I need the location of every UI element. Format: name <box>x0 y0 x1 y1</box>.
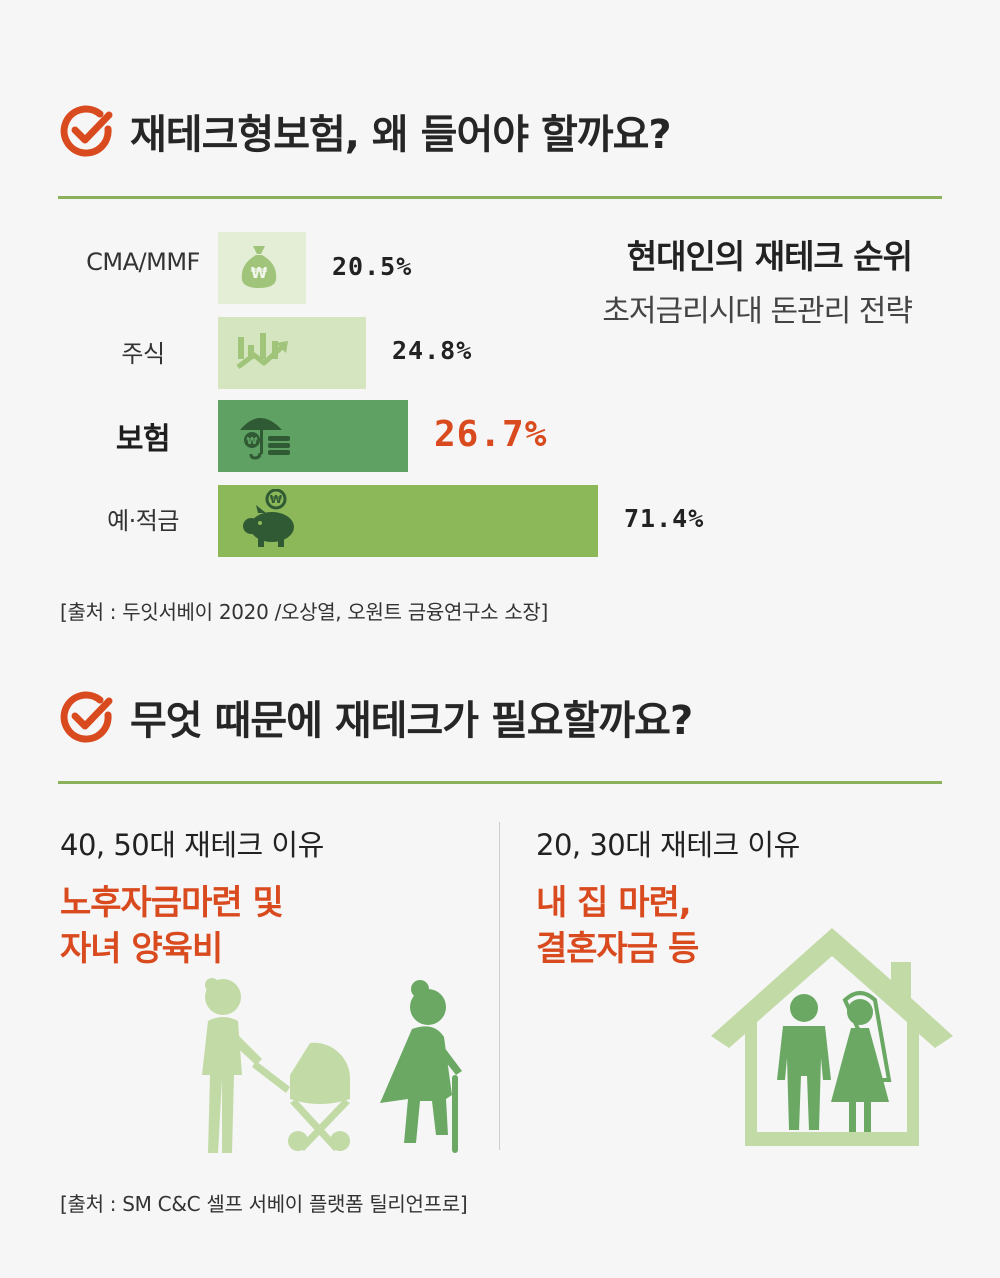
section2-divider <box>58 781 942 784</box>
reason-left-body: 노후자금마련 및 자녀 양육비 <box>60 880 284 972</box>
house-couple-illustration <box>711 928 953 1146</box>
reason-right-line1: 내 집 마련, <box>536 883 692 923</box>
chart-title: 현대인의 재테크 순위 <box>626 237 913 276</box>
check-circle-icon <box>60 105 113 157</box>
reason-left-line2: 자녀 양육비 <box>60 929 223 969</box>
reason-right-line2: 결혼자금 등 <box>536 929 699 969</box>
chart-bar: ₩ <box>218 232 306 304</box>
money-bag-icon: ₩ <box>236 242 282 294</box>
source-note-2: [출처 : SM C&C 셀프 서베이 플랫폼 틸리언프로] <box>60 1192 468 1216</box>
house-icon <box>711 928 953 1146</box>
column-divider <box>499 822 500 1150</box>
svg-text:₩: ₩ <box>246 436 257 447</box>
piggy-bank-icon: ₩ <box>236 488 302 553</box>
reason-right-body: 내 집 마련, 결혼자금 등 <box>536 880 699 972</box>
chart-bar: ₩ <box>218 400 408 472</box>
mother-figure <box>202 978 262 1153</box>
chart-bar <box>218 317 366 389</box>
reason-right-heading: 20, 30대 재테크 이유 <box>536 828 800 862</box>
category-label: 보험 <box>115 422 171 457</box>
check-circle-icon <box>60 691 113 743</box>
value-label: 26.7% <box>434 414 548 455</box>
section2-header: 무엇 때문에 재테크가 필요할까요? <box>60 682 693 752</box>
section1-header: 재테크형보험, 왜 들어야 할까요? <box>60 96 672 166</box>
category-label: CMA/MMF <box>86 248 200 276</box>
reason-left-line1: 노후자금마련 및 <box>60 883 284 923</box>
value-label: 24.8% <box>392 336 473 365</box>
stock-chart-icon <box>236 329 292 377</box>
svg-text:₩: ₩ <box>270 493 282 506</box>
value-label: 71.4% <box>624 504 705 533</box>
svg-text:₩: ₩ <box>251 264 268 282</box>
section2-title: 무엇 때문에 재테크가 필요할까요? <box>130 698 693 744</box>
value-label: 20.5% <box>332 252 413 281</box>
section1-divider <box>58 196 942 199</box>
umbrella-icon: ₩ <box>236 406 298 466</box>
chart-title-block: 현대인의 재테크 순위 초저금리시대 돈관리 전략 <box>602 230 913 330</box>
bride-figure <box>831 991 892 1132</box>
grandmother-figure <box>380 980 462 1153</box>
chart-bar: ₩ <box>218 485 598 557</box>
reason-left-heading: 40, 50대 재테크 이유 <box>60 828 324 862</box>
category-label: 주식 <box>121 340 165 368</box>
groom-figure <box>777 994 831 1130</box>
family-illustration <box>202 978 462 1153</box>
stroller-icon <box>252 1042 350 1151</box>
category-label: 예·적금 <box>107 507 179 535</box>
chart-subtitle: 초저금리시대 돈관리 전략 <box>602 294 913 329</box>
section1-title: 재테크형보험, 왜 들어야 할까요? <box>130 112 672 158</box>
source-note-1: [출처 : 두잇서베이 2020 /오상열, 오원트 금융연구소 소장] <box>60 600 549 624</box>
